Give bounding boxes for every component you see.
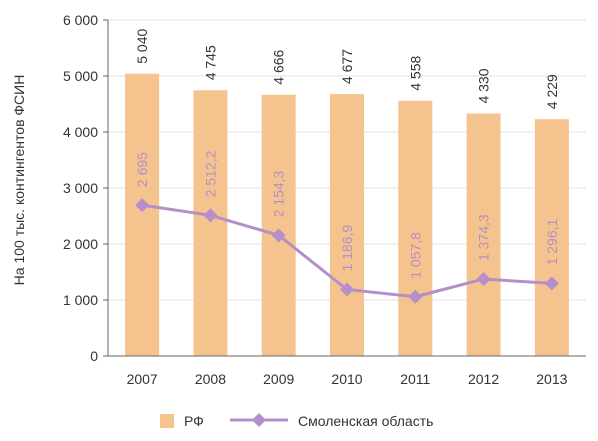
line-marker	[476, 272, 491, 287]
legend-marker-smolensk	[252, 413, 266, 427]
y-tick-label: 6 000	[63, 12, 98, 28]
bar-value-label: 4 745	[202, 45, 218, 80]
line-marker	[544, 276, 559, 291]
y-tick-label: 1 000	[63, 292, 98, 308]
legend: РФ Смоленская область	[160, 413, 433, 429]
x-tick-label: 2009	[263, 371, 294, 387]
line-value-label: 2 512,2	[202, 150, 218, 197]
x-tick-label: 2010	[331, 371, 362, 387]
x-tick-label: 2012	[468, 371, 499, 387]
bar-rf	[193, 90, 228, 356]
axes: 0 1 000 2 000 3 000 4 000 5 000 6 000 2007 2008 2…	[63, 12, 586, 387]
legend-swatch-rf	[160, 414, 174, 428]
line-value-label: 1 186,9	[339, 225, 355, 272]
bar-value-label: 5 040	[134, 29, 150, 64]
bar-rf	[261, 94, 296, 356]
bar-value-label: 4 666	[271, 49, 287, 84]
bar-rf	[466, 113, 501, 357]
line-smolensk	[135, 198, 559, 304]
legend-label-rf: РФ	[184, 413, 204, 429]
bar-value-label: 4 558	[407, 56, 423, 91]
line-marker	[203, 208, 218, 223]
bar-rf	[398, 100, 433, 356]
y-tick-label: 3 000	[63, 180, 98, 196]
bar-value-label: 4 229	[544, 74, 560, 109]
x-tick-label: 2008	[195, 371, 226, 387]
line-marker	[340, 282, 354, 297]
bar-rf	[534, 119, 569, 357]
line-value-label: 1 374,3	[476, 214, 492, 261]
line-value-labels: 2 695 2 512,2 2 154,3 1 186,9 1 057,8 1 374,3…	[134, 150, 560, 278]
legend-label-smolensk: Смоленская область	[298, 413, 433, 429]
line-marker	[135, 198, 150, 213]
y-tick-label: 2 000	[63, 236, 98, 252]
bar-value-labels: 5 040 4 745 4 666 4 677 4 558 4 330 4 229	[134, 29, 560, 110]
bars-rf	[125, 73, 569, 357]
x-tick-label: 2013	[536, 371, 567, 387]
y-tick-label: 0	[90, 348, 98, 364]
bar-rf	[330, 94, 364, 356]
bar-rf	[125, 73, 160, 356]
bar-value-label: 4 677	[339, 49, 355, 84]
y-tick-label: 5 000	[63, 68, 98, 84]
line-value-label: 1 296,1	[544, 218, 560, 265]
line-marker	[271, 228, 286, 243]
x-tick-label: 2011	[400, 371, 430, 387]
line-value-label: 2 695	[134, 152, 150, 187]
bar-value-label: 4 330	[476, 68, 492, 103]
line-marker	[408, 289, 423, 304]
line-value-label: 1 057,8	[407, 232, 423, 279]
y-axis-title: На 100 тыс. контингентов ФСИН	[11, 75, 27, 286]
x-tick-label: 2007	[127, 371, 158, 387]
y-tick-label: 4 000	[63, 124, 98, 140]
line-value-label: 2 154,3	[271, 170, 287, 217]
